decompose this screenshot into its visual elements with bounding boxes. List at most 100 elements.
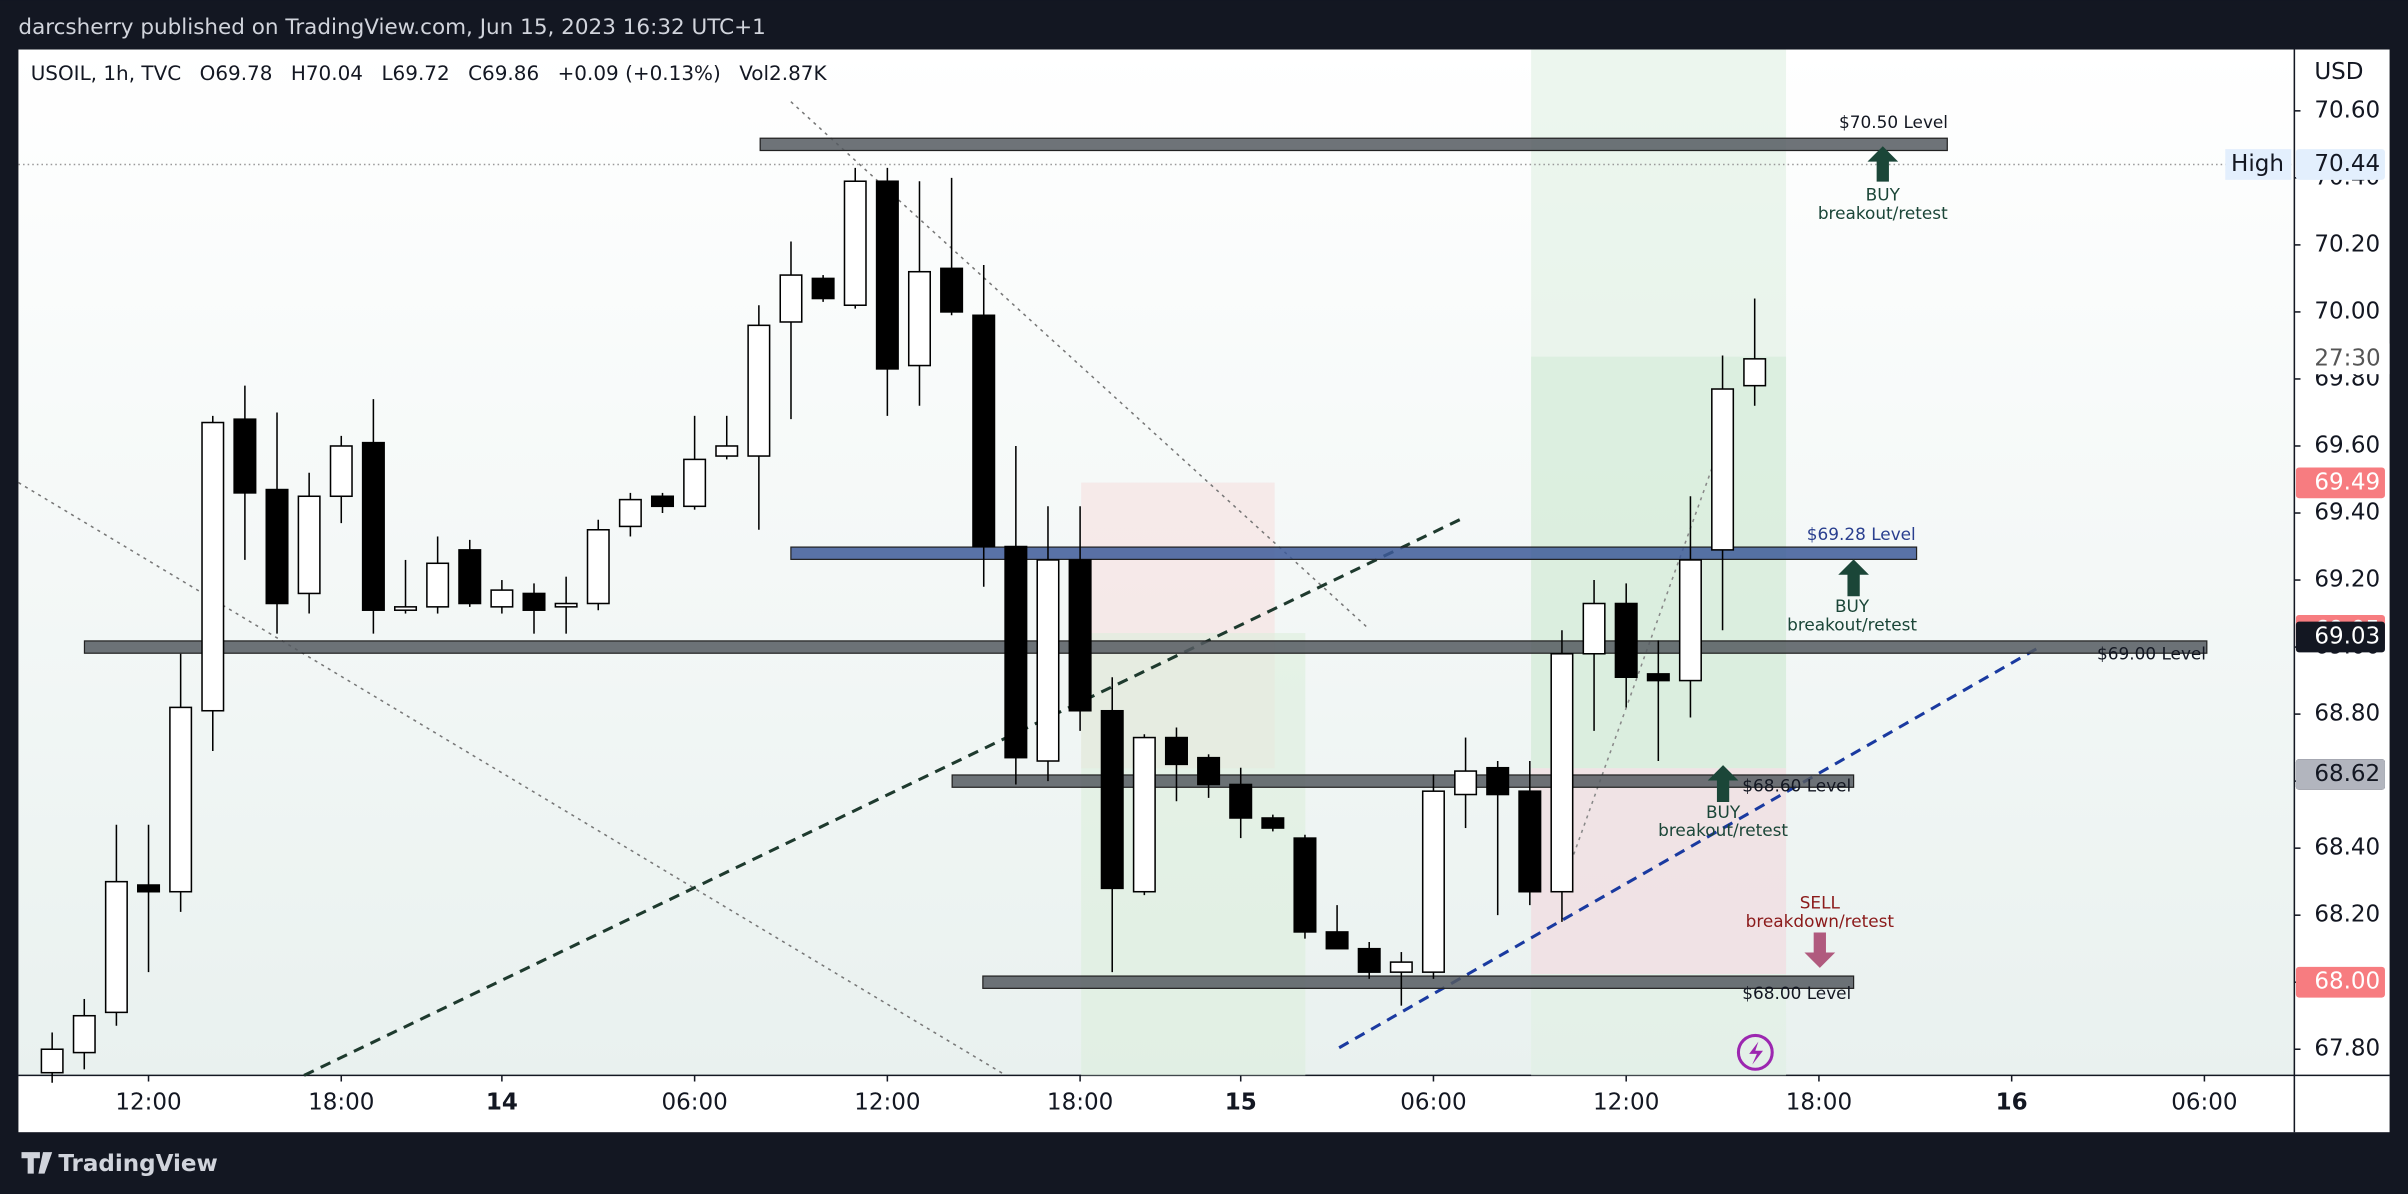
- candle-body: [1486, 766, 1510, 796]
- price-badge: [2295, 621, 2385, 653]
- signal: SELL: [1800, 892, 1841, 912]
- x-tick-label: 06:00: [661, 1090, 727, 1116]
- candle-body: [1197, 756, 1221, 786]
- level-label: $68.00 Level: [1742, 983, 1851, 1003]
- level-bar: [759, 137, 1948, 152]
- candle-body: [811, 277, 835, 300]
- candle-body: [1100, 709, 1124, 890]
- price-axis: [2294, 49, 2390, 1076]
- price-badge-label: 69.49: [2314, 469, 2380, 495]
- signal-text: breakout/retest: [1787, 614, 1917, 634]
- candle-body: [618, 498, 642, 528]
- price-badge-label: 68.62: [2314, 761, 2380, 787]
- buy-arrow: [1867, 146, 1899, 182]
- y-tick-label: 67.80: [2314, 1036, 2380, 1062]
- legend-title: USOIL, 1h, TVC: [31, 61, 181, 85]
- candle-body: [40, 1048, 64, 1074]
- candle-body: [1743, 358, 1767, 387]
- footer: TradingView: [58, 1151, 217, 1177]
- y-tick-label: 69.40: [2314, 500, 2380, 526]
- y-tick-label: 69.60: [2314, 432, 2380, 458]
- candle-body: [1421, 790, 1445, 973]
- candle-body: [1132, 736, 1156, 893]
- candle-body: [1293, 837, 1317, 933]
- candle-body: [137, 884, 161, 893]
- level-bar: [83, 640, 2208, 654]
- candle-body: [1518, 790, 1542, 893]
- legend-item: L69.72: [381, 61, 449, 85]
- candle-body: [1711, 388, 1735, 551]
- candle-body: [458, 549, 482, 605]
- price-badge-label: 69.03: [2314, 624, 2380, 650]
- candle-body: [1614, 602, 1638, 678]
- legend-item: C69.86: [468, 61, 539, 85]
- header: darcsherry published on TradingView.com,…: [18, 15, 765, 40]
- x-tick-label: 15: [1225, 1090, 1257, 1116]
- legend: USOIL, 1h, TVC O69.78 H70.04 L69.72 C69.86 +0…: [31, 61, 828, 85]
- tag-bg: [2225, 149, 2292, 180]
- y-tick-label: 69.20: [2314, 567, 2380, 593]
- y-tick-label: 70.20: [2314, 231, 2380, 257]
- price-badge: [2295, 149, 2385, 180]
- candle-body: [1261, 817, 1285, 829]
- candle-body: [1164, 736, 1188, 766]
- level-label: $70.50 Level: [1839, 112, 1948, 132]
- candle-body: [747, 324, 771, 457]
- legend-item: Vol2.87K: [739, 61, 827, 85]
- candle-body: [329, 445, 353, 498]
- y-tick-label: 70.00: [2314, 298, 2380, 324]
- candle-body: [779, 274, 803, 323]
- x-tick-label: 06:00: [1400, 1090, 1466, 1116]
- candle-body: [490, 589, 514, 608]
- candle-body: [1229, 783, 1253, 819]
- candle-body: [1068, 559, 1092, 712]
- candle-body: [1036, 559, 1060, 762]
- icon[interactable]: [1736, 1033, 1774, 1071]
- candle-body: [1454, 770, 1478, 796]
- buy-arrow: [1838, 559, 1869, 597]
- tag: High: [2231, 151, 2284, 177]
- candle-body: [361, 441, 385, 611]
- y-tick-label: 68.20: [2314, 902, 2380, 928]
- candle-body: [169, 706, 193, 893]
- legend-item: H70.04: [291, 61, 363, 85]
- sell-arrow: [1804, 932, 1836, 968]
- signal: BUY: [1866, 184, 1901, 204]
- level-label: $69.00 Level: [2097, 644, 2206, 664]
- candle-body: [650, 495, 675, 508]
- candle-body: [554, 602, 578, 608]
- candle-body: [233, 418, 257, 494]
- level-label: $68.60 Level: [1742, 776, 1851, 796]
- y-tick-label: 68.80: [2314, 701, 2380, 727]
- candle-body: [1582, 602, 1606, 655]
- buy-arrow: [1707, 765, 1739, 803]
- candle-body: [1646, 673, 1670, 682]
- legend-item: O69.78: [200, 61, 273, 85]
- candle-body: [1550, 653, 1574, 893]
- x-tick-label: 06:00: [2171, 1090, 2237, 1116]
- level-bar: [982, 975, 1855, 989]
- x-tick-label: 18:00: [1786, 1090, 1852, 1116]
- level-bar: [951, 774, 1855, 788]
- price-badge: [2295, 467, 2385, 499]
- price-badge-label: 68.00: [2314, 969, 2380, 995]
- candle-body: [1357, 947, 1381, 973]
- x-tick-label: 18:00: [1047, 1090, 1113, 1116]
- countdown: 27:30: [2314, 345, 2380, 371]
- trend-line: [1562, 445, 1721, 884]
- x-tick-label: 14: [486, 1090, 518, 1116]
- candle-body: [586, 529, 610, 605]
- candle-body: [843, 180, 867, 306]
- candle-body: [265, 488, 289, 605]
- candle-body: [104, 880, 128, 1014]
- candle-body: [940, 267, 964, 313]
- signal: BUY: [1706, 802, 1741, 822]
- x-tick-label: 12:00: [1593, 1090, 1659, 1116]
- signal-text: breakdown/retest: [1746, 911, 1895, 931]
- candle-body: [1389, 961, 1413, 973]
- x-tick-label: 18:00: [308, 1090, 374, 1116]
- candle-body: [201, 421, 225, 712]
- legend-item: +0.09 (+0.13%): [558, 61, 721, 85]
- price-badge-label: 70.44: [2314, 151, 2380, 177]
- candle-body: [393, 606, 418, 611]
